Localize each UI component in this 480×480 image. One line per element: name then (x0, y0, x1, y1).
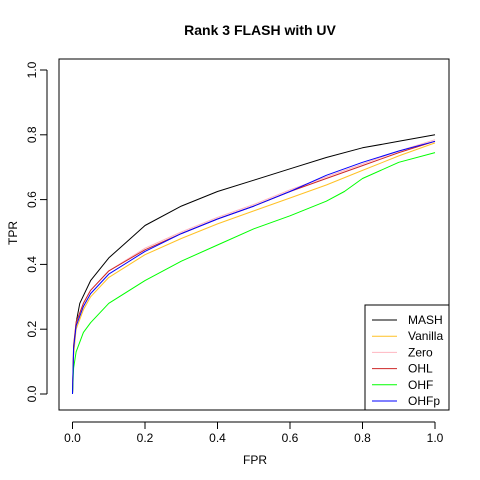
x-axis-label: FPR (243, 453, 267, 467)
series-line-mash (72, 134, 436, 395)
x-tick-label: 1.0 (427, 431, 444, 445)
legend-label: Zero (408, 345, 433, 359)
x-tick-label: 0.4 (209, 431, 226, 445)
x-axis: 0.0 0.2 0.4 0.6 0.8 1.0 (64, 421, 444, 445)
series-line-ohf (72, 152, 436, 395)
y-tick-label: 0.8 (25, 126, 39, 143)
y-tick-label: 0.4 (25, 256, 39, 273)
legend-box (364, 304, 450, 411)
plot-frame (58, 58, 450, 411)
y-tick-label: 0.6 (25, 191, 39, 208)
series-line-ohfp (72, 140, 436, 395)
legend-label: MASH (408, 313, 443, 327)
chart-title: Rank 3 FLASH with UV (184, 22, 336, 38)
series-lines (72, 134, 436, 395)
x-tick-label: 0.0 (64, 431, 81, 445)
legend-label: OHL (408, 362, 433, 376)
y-axis-label: TPR (6, 221, 20, 245)
legend-label: OHFp (408, 394, 440, 408)
legend-label: Vanilla (408, 329, 443, 343)
x-tick-label: 0.2 (137, 431, 154, 445)
legend: MASH Vanilla Zero OHL OHF OHFp (364, 304, 450, 411)
x-tick-label: 0.8 (354, 431, 371, 445)
y-tick-label: 0.2 (25, 321, 39, 338)
legend-label: OHF (408, 378, 433, 392)
y-tick-label: 0.0 (25, 385, 39, 402)
series-line-vanilla (72, 142, 436, 395)
x-tick-label: 0.6 (282, 431, 299, 445)
y-axis: 0.0 0.2 0.4 0.6 0.8 1.0 (25, 61, 48, 402)
y-tick-label: 1.0 (25, 61, 39, 78)
